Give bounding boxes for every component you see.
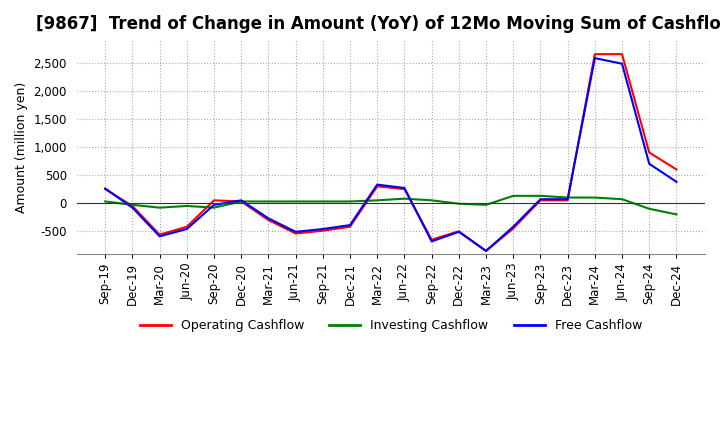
Operating Cashflow bbox=[292, 231, 300, 236]
Operating Cashflow bbox=[645, 150, 654, 155]
Investing Cashflow bbox=[427, 198, 436, 203]
Free Cashflow bbox=[237, 198, 246, 203]
Free Cashflow bbox=[645, 161, 654, 166]
Operating Cashflow bbox=[590, 51, 599, 57]
Free Cashflow bbox=[128, 205, 137, 210]
Operating Cashflow bbox=[264, 217, 273, 223]
Free Cashflow bbox=[182, 226, 191, 231]
Free Cashflow bbox=[509, 224, 518, 229]
Free Cashflow bbox=[618, 61, 626, 66]
Operating Cashflow bbox=[454, 229, 463, 234]
Operating Cashflow bbox=[318, 228, 327, 233]
Free Cashflow bbox=[156, 234, 164, 239]
Y-axis label: Amount (million yen): Amount (million yen) bbox=[15, 81, 28, 213]
Operating Cashflow bbox=[346, 224, 354, 229]
Operating Cashflow bbox=[672, 167, 680, 172]
Investing Cashflow bbox=[182, 203, 191, 209]
Free Cashflow bbox=[454, 229, 463, 235]
Investing Cashflow bbox=[400, 196, 409, 201]
Investing Cashflow bbox=[672, 212, 680, 217]
Free Cashflow bbox=[563, 197, 572, 202]
Free Cashflow bbox=[210, 202, 218, 208]
Investing Cashflow bbox=[210, 205, 218, 210]
Free Cashflow bbox=[672, 179, 680, 184]
Free Cashflow bbox=[400, 185, 409, 191]
Investing Cashflow bbox=[454, 201, 463, 206]
Investing Cashflow bbox=[563, 195, 572, 200]
Investing Cashflow bbox=[590, 195, 599, 200]
Investing Cashflow bbox=[509, 193, 518, 198]
Investing Cashflow bbox=[237, 199, 246, 204]
Operating Cashflow bbox=[156, 232, 164, 237]
Operating Cashflow bbox=[427, 237, 436, 242]
Operating Cashflow bbox=[536, 198, 545, 203]
Line: Operating Cashflow: Operating Cashflow bbox=[105, 54, 676, 251]
Investing Cashflow bbox=[536, 193, 545, 198]
Title: [9867]  Trend of Change in Amount (YoY) of 12Mo Moving Sum of Cashflows: [9867] Trend of Change in Amount (YoY) o… bbox=[36, 15, 720, 33]
Investing Cashflow bbox=[292, 199, 300, 204]
Operating Cashflow bbox=[101, 187, 109, 192]
Operating Cashflow bbox=[237, 199, 246, 204]
Operating Cashflow bbox=[210, 198, 218, 203]
Investing Cashflow bbox=[128, 202, 137, 208]
Investing Cashflow bbox=[318, 199, 327, 204]
Operating Cashflow bbox=[509, 226, 518, 231]
Operating Cashflow bbox=[618, 51, 626, 57]
Investing Cashflow bbox=[482, 202, 490, 208]
Line: Free Cashflow: Free Cashflow bbox=[105, 58, 676, 251]
Free Cashflow bbox=[373, 182, 382, 187]
Free Cashflow bbox=[318, 226, 327, 231]
Operating Cashflow bbox=[563, 198, 572, 203]
Investing Cashflow bbox=[373, 198, 382, 203]
Free Cashflow bbox=[346, 223, 354, 228]
Free Cashflow bbox=[482, 248, 490, 253]
Operating Cashflow bbox=[400, 187, 409, 192]
Free Cashflow bbox=[427, 239, 436, 244]
Investing Cashflow bbox=[101, 199, 109, 204]
Free Cashflow bbox=[101, 186, 109, 191]
Line: Investing Cashflow: Investing Cashflow bbox=[105, 196, 676, 214]
Legend: Operating Cashflow, Investing Cashflow, Free Cashflow: Operating Cashflow, Investing Cashflow, … bbox=[135, 314, 647, 337]
Operating Cashflow bbox=[482, 248, 490, 253]
Investing Cashflow bbox=[156, 205, 164, 210]
Operating Cashflow bbox=[182, 224, 191, 229]
Operating Cashflow bbox=[373, 183, 382, 189]
Free Cashflow bbox=[292, 229, 300, 235]
Free Cashflow bbox=[264, 216, 273, 221]
Investing Cashflow bbox=[346, 199, 354, 204]
Investing Cashflow bbox=[264, 199, 273, 204]
Operating Cashflow bbox=[128, 203, 137, 209]
Free Cashflow bbox=[536, 197, 545, 202]
Investing Cashflow bbox=[618, 197, 626, 202]
Free Cashflow bbox=[590, 55, 599, 61]
Investing Cashflow bbox=[645, 206, 654, 211]
